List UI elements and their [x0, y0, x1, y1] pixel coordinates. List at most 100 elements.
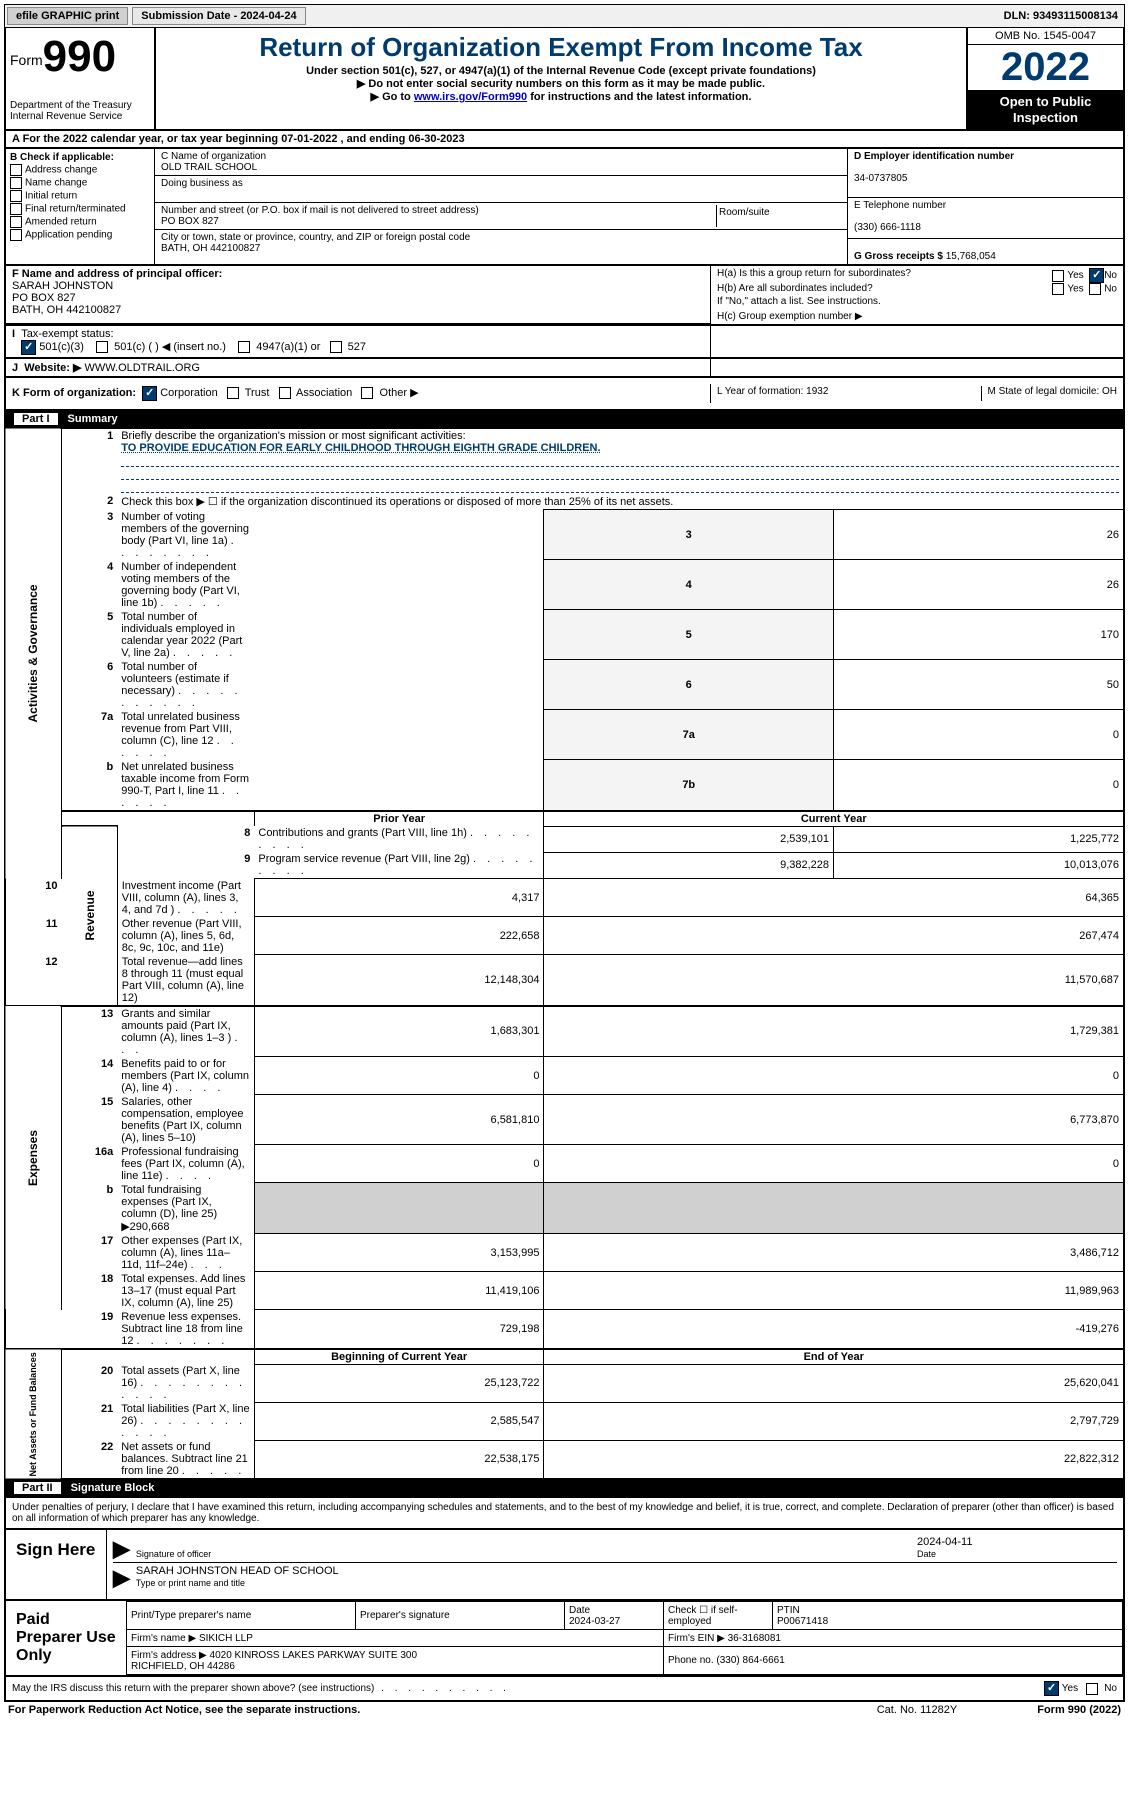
cb-trust[interactable]	[227, 387, 239, 399]
page-footer: For Paperwork Reduction Act Notice, see …	[4, 1702, 1125, 1718]
city-label: City or town, state or province, country…	[161, 232, 470, 243]
cb-assoc[interactable]	[279, 387, 291, 399]
p17: 3,153,995	[254, 1234, 544, 1272]
cb-corp-checked[interactable]: ✓	[142, 386, 157, 401]
ssn-note: ▶ Do not enter social security numbers o…	[160, 77, 962, 90]
tax-year: 2022	[968, 45, 1123, 90]
p13: 1,683,301	[254, 1006, 544, 1057]
omb-number: OMB No. 1545-0047	[968, 28, 1123, 45]
addr-label: Number and street (or P.O. box if mail i…	[161, 205, 479, 216]
hb-yes[interactable]	[1052, 283, 1064, 295]
mission-text: TO PROVIDE EDUCATION FOR EARLY CHILDHOOD…	[121, 442, 600, 454]
sig-name-label: Type or print name and title	[136, 1578, 245, 1588]
state-domicile: M State of legal domicile: OH	[981, 386, 1118, 401]
hb-no[interactable]	[1089, 283, 1101, 295]
firm-addr-l: Firm's address ▶	[131, 1650, 207, 1661]
ha-no-checked[interactable]: ✓	[1089, 268, 1104, 283]
p21: 2,585,547	[254, 1402, 544, 1440]
cb-501c3-checked[interactable]: ✓	[21, 340, 36, 355]
efile-top-bar: efile GRAPHIC print Submission Date - 20…	[4, 4, 1125, 28]
sig-arrow-icon-2: ▶	[113, 1565, 130, 1591]
line17: Other expenses (Part IX, column (A), lin…	[117, 1234, 254, 1272]
line16b: Total fundraising expenses (Part IX, col…	[117, 1183, 254, 1234]
gross-value: 15,768,054	[946, 251, 996, 262]
website-label: Website: ▶	[24, 362, 81, 374]
tax-exempt-label: Tax-exempt status:	[21, 328, 113, 340]
phone-label: E Telephone number	[854, 200, 946, 211]
ein-value: 34-0737805	[854, 173, 907, 184]
line7b: Net unrelated business taxable income fr…	[117, 760, 254, 811]
line22: Net assets or fund balances. Subtract li…	[117, 1440, 254, 1479]
c10: 64,365	[544, 879, 1124, 917]
goto-note: ▶ Go to www.irs.gov/Form990 for instruct…	[160, 90, 962, 103]
cb-app-pending[interactable]	[10, 229, 22, 241]
prep-self-emp: Check ☐ if self-employed	[664, 1602, 773, 1630]
sig-date: 2024-04-11	[917, 1536, 972, 1548]
p16a: 0	[254, 1145, 544, 1183]
end-year-header: End of Year	[544, 1349, 1124, 1365]
ha-yes[interactable]	[1052, 270, 1064, 282]
p12: 12,148,304	[254, 955, 544, 1006]
line14: Benefits paid to or for members (Part IX…	[117, 1057, 254, 1095]
line15: Salaries, other compensation, employee b…	[117, 1095, 254, 1145]
cb-other[interactable]	[361, 387, 373, 399]
room-suite-label: Room/suite	[716, 205, 841, 227]
form-number: Form990	[10, 32, 150, 82]
ha-label: H(a) Is this a group return for subordin…	[717, 268, 911, 279]
form-subtitle: Under section 501(c), 527, or 4947(a)(1)…	[160, 65, 962, 77]
dba-label: Doing business as	[161, 178, 243, 189]
p14: 0	[254, 1057, 544, 1095]
line19: Revenue less expenses. Subtract line 18 …	[117, 1310, 254, 1349]
officer-addr2: BATH, OH 442100827	[12, 304, 121, 316]
row-a-tax-year: A For the 2022 calendar year, or tax yea…	[4, 131, 1125, 149]
name-label: C Name of organization	[161, 151, 266, 162]
line12: Total revenue—add lines 8 through 11 (mu…	[117, 955, 254, 1006]
addr-value: PO BOX 827	[161, 216, 219, 227]
form-title: Return of Organization Exempt From Incom…	[160, 32, 962, 63]
c8: 1,225,772	[834, 826, 1124, 852]
irs-link[interactable]: www.irs.gov/Form990	[414, 91, 527, 103]
paid-preparer-label: Paid Preparer Use Only	[6, 1601, 126, 1675]
line20: Total assets (Part X, line 16) . . . . .…	[117, 1364, 254, 1402]
line18: Total expenses. Add lines 13–17 (must eq…	[117, 1272, 254, 1310]
cb-amended[interactable]	[10, 216, 22, 228]
line1-label: Briefly describe the organization's miss…	[121, 430, 465, 442]
current-year-header: Current Year	[544, 811, 1124, 827]
cb-4947[interactable]	[238, 341, 250, 353]
side-expenses: Expenses	[5, 1006, 62, 1310]
prep-date-h: Date	[569, 1605, 590, 1616]
c11: 267,474	[544, 917, 1124, 955]
part-2-header: Part II Signature Block	[4, 1480, 1125, 1498]
firm-phone-l: Phone no.	[668, 1655, 714, 1666]
cb-501c[interactable]	[96, 341, 108, 353]
line8: Contributions and grants (Part VIII, lin…	[254, 826, 544, 852]
cb-name-change[interactable]	[10, 177, 22, 189]
cb-527[interactable]	[330, 341, 342, 353]
firm-ein-v: 36-3168081	[728, 1633, 781, 1644]
cb-final-return[interactable]	[10, 203, 22, 215]
c22: 22,822,312	[544, 1440, 1124, 1479]
form-org-label: K Form of organization:	[12, 387, 136, 399]
firm-name-l: Firm's name ▶	[131, 1633, 196, 1644]
cb-address-change[interactable]	[10, 164, 22, 176]
discuss-no[interactable]	[1086, 1683, 1098, 1695]
prior-year-header: Prior Year	[254, 811, 544, 827]
discuss-yes-checked[interactable]: ✓	[1044, 1681, 1059, 1696]
city-value: BATH, OH 442100827	[161, 243, 260, 254]
c9: 10,013,076	[834, 852, 1124, 879]
line2: Check this box ▶ ☐ if the organization d…	[117, 494, 1124, 510]
cb-initial-return[interactable]	[10, 190, 22, 202]
paid-preparer-block: Paid Preparer Use Only Print/Type prepar…	[4, 1601, 1125, 1677]
line10: Investment income (Part VIII, column (A)…	[117, 879, 254, 917]
officer-addr1: PO BOX 827	[12, 292, 76, 304]
year-formation: L Year of formation: 1932	[717, 386, 981, 401]
gross-label: G Gross receipts $	[854, 251, 946, 262]
form-header: Form990 Department of the Treasury Inter…	[4, 28, 1125, 131]
c13: 1,729,381	[544, 1006, 1124, 1057]
footer-left: For Paperwork Reduction Act Notice, see …	[8, 1704, 360, 1716]
line6: Total number of volunteers (estimate if …	[117, 660, 254, 710]
line11: Other revenue (Part VIII, column (A), li…	[117, 917, 254, 955]
dln-value: DLN: 93493115008134	[998, 10, 1124, 22]
efile-print-button[interactable]: efile GRAPHIC print	[7, 7, 128, 25]
sig-officer-label: Signature of officer	[136, 1549, 211, 1559]
